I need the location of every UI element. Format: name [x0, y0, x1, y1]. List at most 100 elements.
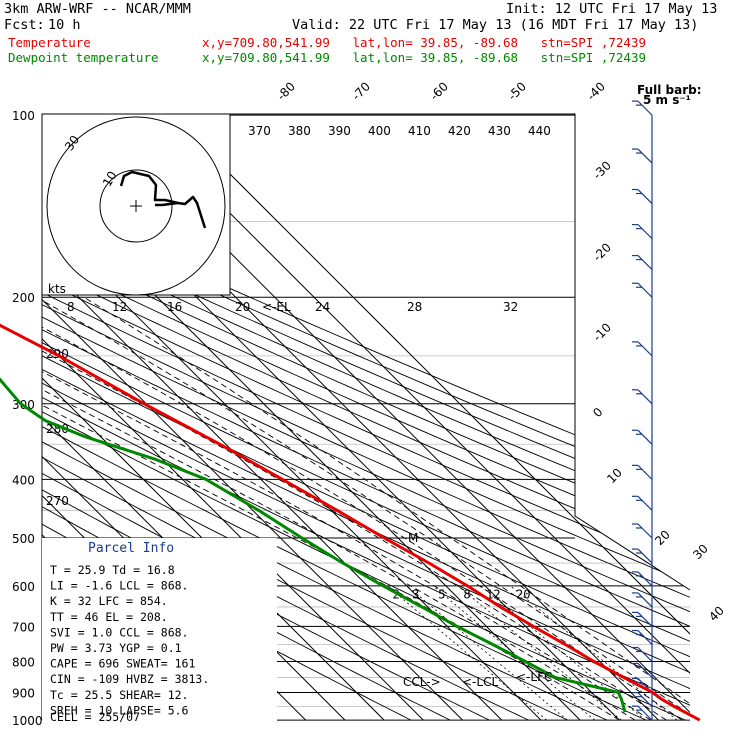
dry-adiabat-330	[42, 114, 690, 720]
dry-adiabat-280	[42, 114, 636, 720]
wind-barb-250	[632, 341, 653, 357]
wind-barb-700	[632, 611, 653, 627]
parcel-row-cin: CIN = -109 HVBZ = 3813.	[50, 672, 209, 686]
fcst-label: Fcst:	[4, 17, 45, 33]
wind-barb-550	[632, 548, 653, 564]
mixing-ratio-label-12: 12	[486, 588, 500, 602]
isotherm-label-20: 20	[652, 527, 673, 548]
mixing-ratio-label-20: 20	[516, 588, 530, 602]
parcel-cell: CELL = 255/07	[50, 710, 140, 724]
fcst-value: 10 h	[48, 17, 81, 33]
hodograph-speed-16: 16	[167, 300, 182, 314]
wind-barb-850	[632, 662, 653, 678]
isotherm-label--30: -30	[590, 158, 614, 182]
theta-label-top-400: 400	[368, 124, 391, 138]
wind-barb-140	[632, 188, 653, 204]
plot-frame	[42, 113, 691, 591]
pressure-label-200: 200	[12, 291, 35, 305]
pressure-label-500: 500	[12, 532, 35, 546]
annotation-m: M	[408, 531, 418, 545]
isotherm-label-10: 10	[604, 465, 625, 486]
parcel-info-panel	[42, 538, 277, 722]
parcel-row-cape: CAPE = 696 SWEAT= 161	[50, 657, 195, 671]
isotherm-label--80: -80	[274, 79, 298, 103]
theta-label-left-280: 280	[46, 422, 69, 436]
dry-adiabat-470	[42, 114, 690, 720]
isotherm-label-40: 40	[706, 603, 727, 624]
hodograph-trace	[119, 170, 207, 229]
isotherm-40	[131, 114, 690, 720]
wind-barb-180	[632, 254, 653, 270]
isotherm--50	[42, 114, 398, 720]
wind-barb-120	[632, 148, 653, 164]
annotation-lfc: <-LFC	[516, 670, 552, 684]
hodograph-ring-label-inner: 10	[100, 169, 120, 189]
theta-label-top-410: 410	[408, 124, 431, 138]
mixing-ratio-8	[457, 585, 622, 720]
parcel-row-t: T = 25.9 Td = 16.8	[50, 563, 175, 577]
dry-adiabat-340	[42, 114, 690, 720]
wind-barb-600	[632, 571, 653, 587]
isotherm-label--20: -20	[590, 240, 614, 264]
annotation-lcl: <-LCL	[462, 675, 498, 689]
hodograph-ring-inner	[99, 169, 173, 243]
theta-label-top-380: 380	[288, 124, 311, 138]
full-barb-value: 5 m s⁻¹	[643, 93, 691, 107]
dry-adiabat-400	[42, 114, 690, 720]
dry-adiabat-300	[42, 114, 690, 720]
legend-temperature: Temperature	[8, 35, 91, 50]
isotherm-label--60: -60	[427, 79, 451, 103]
wind-barb-1000	[632, 705, 653, 721]
mixing-ratio-label-8: 8	[463, 588, 470, 602]
dry-adiabat-310	[42, 114, 690, 720]
dry-adiabat-420	[42, 114, 690, 720]
hodograph-ring-outer	[46, 116, 226, 296]
pressure-label-1000: 1000	[12, 714, 43, 728]
dry-adiabat-360	[42, 114, 690, 720]
theta-label-top-390: 390	[328, 124, 351, 138]
dry-adiabat-430	[42, 114, 690, 720]
wind-barb-400	[632, 464, 653, 480]
isotherm--20	[42, 114, 515, 720]
theta-label-top-370: 370	[248, 124, 271, 138]
wind-barb-450	[632, 495, 653, 511]
hodograph-speed-28: 28	[407, 300, 422, 314]
annotation-ccl: CCL->	[403, 675, 441, 689]
dry-adiabat-370	[42, 114, 690, 720]
dewpoint-profile	[0, 377, 627, 713]
parcel-info-title: Parcel Info	[88, 541, 174, 556]
legend-dewpoint: Dewpoint temperature	[8, 50, 159, 65]
pressure-label-400: 400	[12, 473, 35, 487]
theta-label-top-440: 440	[528, 124, 551, 138]
mixing-ratio-label-3: 3	[412, 588, 419, 602]
pressure-label-900: 900	[12, 686, 35, 700]
isotherm-label-30: 30	[690, 541, 711, 562]
parcel-row-k: K = 32 LFC = 854.	[50, 594, 168, 608]
dry-adiabat-410	[42, 114, 690, 720]
wind-barb-950	[632, 692, 653, 708]
wind-barb-160	[632, 224, 653, 240]
mixing-ratio-5	[432, 585, 595, 720]
dry-adiabat-440	[42, 114, 690, 720]
wind-barb-750	[632, 629, 653, 645]
moist-adiabat-10	[42, 296, 620, 720]
parcel-row-li: LI = -1.6 LCL = 868.	[50, 579, 188, 593]
temperature-profile	[0, 323, 701, 722]
dry-adiabat-450	[42, 114, 690, 720]
parcel-row-tt: TT = 46 EL = 208.	[50, 610, 168, 624]
isotherm-label--10: -10	[590, 320, 614, 344]
parcel-row-sreh: SREH = 10 LAPSE= 5.6	[50, 703, 189, 717]
parcel-row-tc: Tc = 25.5 SHEAR= 12.	[50, 688, 188, 702]
dry-adiabat-320	[42, 114, 690, 720]
wind-barb-350	[632, 429, 653, 445]
theta-label-top-420: 420	[448, 124, 471, 138]
hodograph-speed-12: 12	[112, 300, 127, 314]
parcel-row-pw: PW = 3.73 YGP = 0.1	[50, 641, 182, 655]
full-barb-label: Full barb:	[637, 83, 702, 97]
pressure-label-100: 100	[12, 109, 35, 123]
dry-adiabat-350	[42, 114, 690, 720]
init-time: Init: 12 UTC Fri 17 May 13	[506, 1, 718, 17]
dewpoint-location: x,y=709.80,541.99 lat,lon= 39.85, -89.68…	[202, 50, 647, 65]
moist-adiabat-30	[42, 296, 690, 720]
